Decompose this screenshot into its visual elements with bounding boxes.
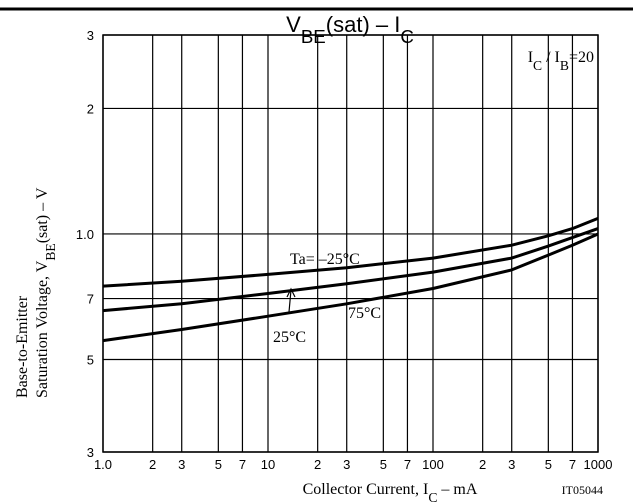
text-part: (sat) – V [34, 187, 51, 243]
text-part: Saturation Voltage, V [34, 260, 51, 398]
annotation: IC / IB=20 [528, 49, 594, 73]
x-tick-label: 7 [239, 457, 246, 472]
text-part: V [286, 12, 301, 37]
text-part: C [400, 26, 414, 47]
curve-label: 25°C [273, 329, 306, 346]
y-tick-label: 3 [87, 445, 94, 460]
text-part: I [528, 49, 533, 66]
text-part: C [428, 490, 437, 502]
y-tick-label: 1.0 [76, 227, 94, 242]
x-tick-label: 3 [343, 457, 350, 472]
text-part: C [533, 58, 542, 73]
text-part: =20 [569, 49, 594, 66]
text-part: / I [542, 49, 560, 66]
text-part: B [560, 58, 569, 73]
x-tick-label: 3 [178, 457, 185, 472]
y-tick-label: 2 [87, 101, 94, 116]
x-tick-label: 2 [149, 457, 156, 472]
text-part: BE [301, 26, 326, 47]
y-tick-label: 7 [87, 292, 94, 307]
pointer-arrow [286, 287, 296, 313]
curve [102, 227, 599, 313]
x-tick-label: 7 [404, 457, 411, 472]
text-part: – mA [437, 481, 477, 498]
x-tick-label: 2 [479, 457, 486, 472]
plot-frame [102, 34, 599, 453]
grid [102, 34, 599, 453]
text-part: BE [43, 243, 58, 260]
y-tick-label: 3 [87, 28, 94, 43]
x-tick-label: 10 [261, 457, 275, 472]
y-tick-label: 5 [87, 352, 94, 367]
text-part: Base-to-Emitter [14, 295, 31, 398]
x-tick-label: 3 [508, 457, 515, 472]
curve-label: 75°C [348, 305, 381, 322]
y-axis-label: Saturation Voltage, VBE(sat) – V [34, 187, 58, 398]
x-tick-label: 5 [380, 457, 387, 472]
x-tick-label: 1000 [584, 457, 613, 472]
x-tick-label: 7 [569, 457, 576, 472]
x-axis-label: Collector Current, IC – mA [303, 481, 478, 502]
chart-title: VBE(sat) – IC [286, 12, 414, 47]
x-tick-label: 1.0 [94, 457, 112, 472]
y-axis-label: Base-to-Emitter [14, 295, 31, 398]
text-part: (sat) – I [326, 12, 401, 37]
figure-id: IT05044 [562, 483, 603, 497]
x-tick-label: 2 [314, 457, 321, 472]
x-tick-label: 5 [215, 457, 222, 472]
x-tick-label: 100 [422, 457, 444, 472]
x-tick-label: 5 [545, 457, 552, 472]
text-part: Collector Current, I [303, 481, 429, 498]
curve [102, 232, 599, 343]
curve-label: Ta= –25°C [290, 251, 360, 268]
curve [102, 217, 599, 288]
curves [102, 217, 599, 343]
